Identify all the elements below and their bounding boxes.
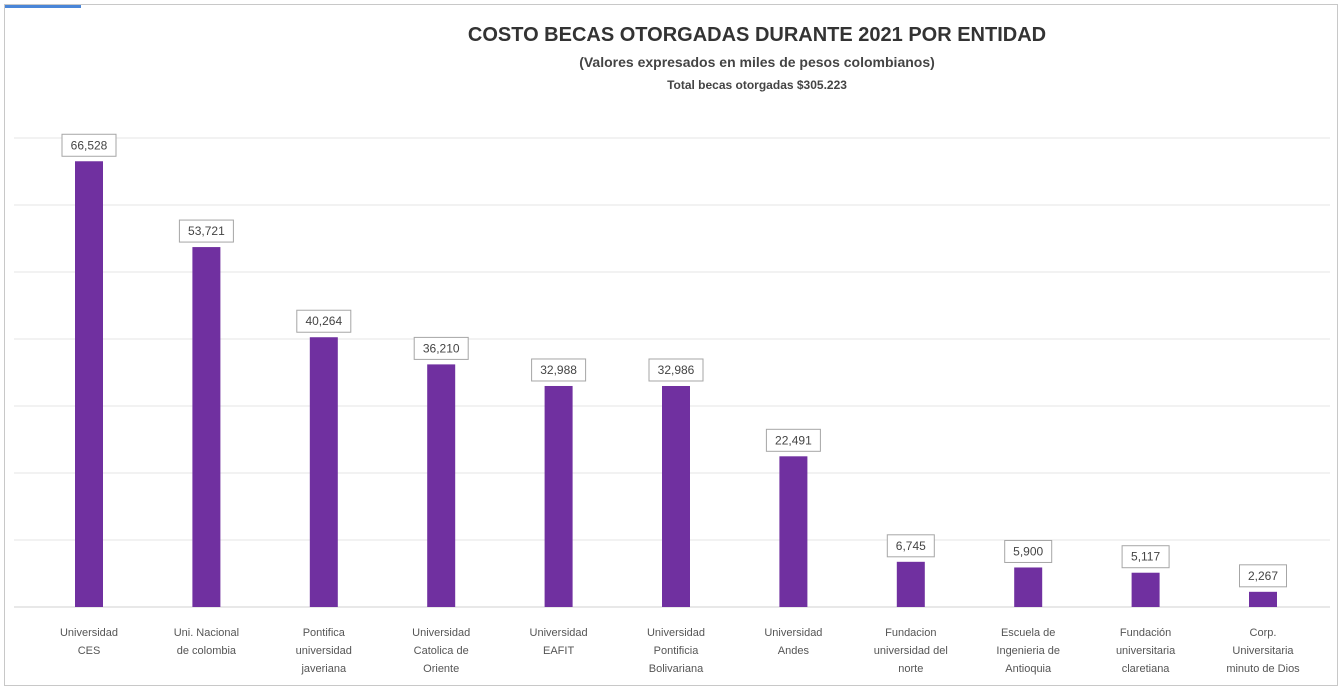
bar	[192, 247, 221, 607]
category-label: Universidad Andes	[764, 627, 822, 657]
chart-frame	[4, 4, 1338, 686]
data-label: 32,988	[540, 363, 577, 377]
chart-title: COSTO BECAS OTORGADAS DURANTE 2021 POR E…	[467, 24, 1047, 46]
data-label: 6,745	[896, 539, 926, 553]
category-label: Uni. Nacional de colombia	[174, 627, 239, 657]
category-label: Pontifica universidad javeriana	[296, 627, 352, 675]
category-label: Universidad CES	[60, 627, 118, 657]
data-label: 66,528	[71, 138, 108, 152]
data-label-box	[531, 358, 587, 382]
data-label: 53,721	[188, 224, 225, 238]
data-label: 5,117	[1131, 550, 1160, 564]
data-label: 40,264	[305, 314, 342, 328]
data-label-box	[1004, 539, 1053, 563]
category-label: Universidad EAFIT	[530, 627, 588, 657]
data-label-box	[296, 309, 352, 333]
bar	[896, 561, 925, 607]
selection-accent	[5, 5, 81, 8]
data-label-box	[765, 428, 821, 452]
bar	[1014, 567, 1043, 607]
bar	[75, 161, 103, 608]
data-label: 32,986	[658, 363, 695, 377]
data-label: 36,210	[423, 341, 460, 355]
category-label: Fundacion universidad del norte	[874, 627, 948, 675]
bar	[1131, 572, 1160, 607]
category-label: Corp. Universitaria minuto de Dios	[1226, 627, 1300, 675]
data-label-box	[61, 133, 117, 157]
category-label: Escuela de Ingenieria de Antioquia	[996, 627, 1060, 675]
data-label-box	[1121, 545, 1170, 569]
chart-subtitle: (Valores expresados en miles de pesos co…	[579, 54, 935, 70]
data-label: 2,267	[1248, 569, 1278, 583]
chart-note: Total becas otorgadas $305.223	[667, 78, 847, 92]
data-label-box	[178, 219, 234, 243]
category-label: Universidad Catolica de Oriente	[412, 627, 470, 675]
category-label: Fundación universitaria claretiana	[1116, 627, 1176, 675]
chart-titles: COSTO BECAS OTORGADAS DURANTE 2021 POR E…	[0, 20, 1344, 96]
bar	[309, 337, 338, 607]
data-label-box	[886, 534, 935, 558]
bar	[544, 385, 573, 607]
data-label-box	[648, 358, 704, 382]
bar	[662, 385, 690, 607]
data-label-box	[413, 336, 469, 360]
bar	[1249, 591, 1277, 607]
data-label: 22,491	[775, 433, 812, 447]
bar	[779, 456, 808, 607]
category-label: Universidad Pontificia Bolivariana	[647, 627, 705, 675]
data-label-box	[1239, 564, 1287, 588]
data-label: 5,900	[1013, 544, 1043, 558]
bar	[427, 364, 456, 607]
